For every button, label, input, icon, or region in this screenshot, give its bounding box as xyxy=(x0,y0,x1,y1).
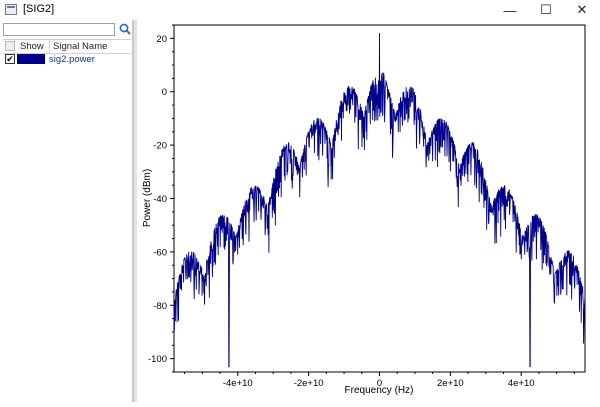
signal-show-checkbox[interactable]: ✔ xyxy=(5,54,15,64)
y-tick-label: -60 xyxy=(153,247,167,258)
window-title: [SIG2] xyxy=(23,3,55,15)
spectrum-chart: 20 0 -20 -40 -60 -80 -100 -4e+10 -2e+10 0 2e+10 4e… xyxy=(142,24,586,396)
x-axis-label: Frequency (Hz) xyxy=(345,385,414,396)
title-bar: [SIG2] — ☐ ✕ xyxy=(0,0,600,20)
app-window-icon xyxy=(5,4,17,15)
x-tick-label: 4e+10 xyxy=(508,378,535,389)
minimize-button[interactable]: — xyxy=(503,2,517,18)
y-tick-label: -80 xyxy=(153,301,167,312)
maximize-button[interactable]: ☐ xyxy=(540,2,552,17)
signal-name[interactable]: sig2.power xyxy=(49,54,95,65)
signal-list-panel: Show Signal Name ✔ sig2.power xyxy=(0,20,133,402)
column-header-show[interactable]: Show xyxy=(20,41,44,52)
x-tick-label: 2e+10 xyxy=(437,378,464,389)
chart-area: 20 0 -20 -40 -60 -80 -100 -4e+10 -2e+10 0 2e+10 4e… xyxy=(136,20,600,402)
y-axis-label: Power (dBm) xyxy=(142,169,153,227)
y-tick-label: 20 xyxy=(156,34,167,45)
y-tick-label: 0 xyxy=(162,87,167,98)
column-separator xyxy=(49,40,50,53)
column-header-signal-name[interactable]: Signal Name xyxy=(53,41,108,52)
x-tick-label: 0 xyxy=(377,378,382,389)
y-tick-label: -100 xyxy=(148,354,167,365)
x-tick-label: -2e+10 xyxy=(294,378,324,389)
y-tick-label: -40 xyxy=(153,194,167,205)
search-icon[interactable] xyxy=(119,23,131,35)
panel-splitter[interactable] xyxy=(133,20,137,402)
search-input[interactable] xyxy=(3,23,115,36)
y-tick-label: -20 xyxy=(153,141,167,152)
power-spectrum-trace xyxy=(173,32,586,368)
close-button[interactable]: ✕ xyxy=(576,2,588,17)
select-all-checkbox[interactable] xyxy=(5,41,15,51)
signal-color-swatch[interactable] xyxy=(17,54,45,64)
signal-list-header: Show Signal Name xyxy=(3,39,131,54)
x-tick-label: -4e+10 xyxy=(223,378,253,389)
signal-row[interactable]: ✔ sig2.power xyxy=(3,53,131,65)
